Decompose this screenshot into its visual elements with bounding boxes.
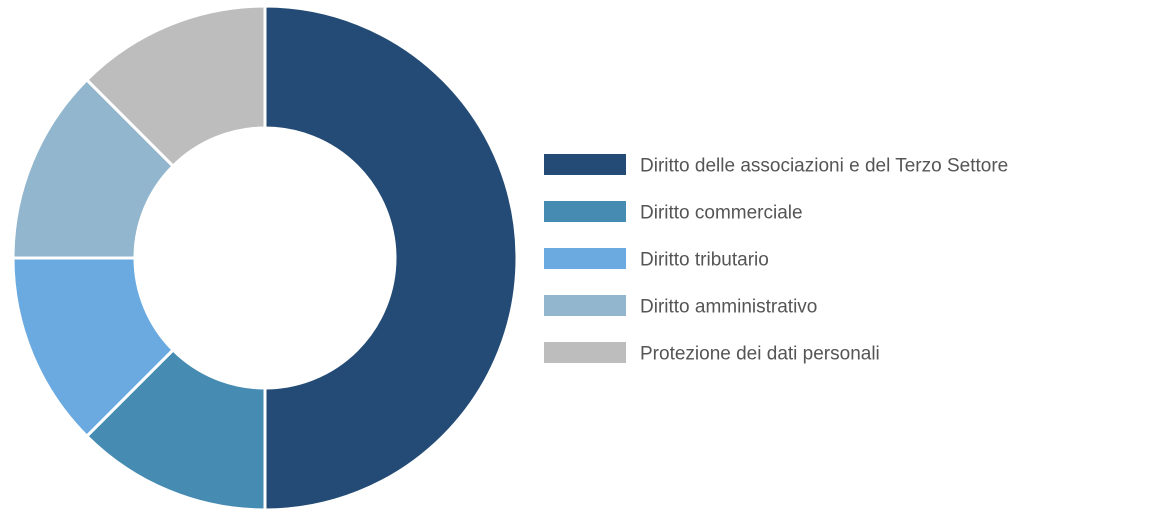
legend-swatch-5[interactable] (544, 342, 626, 363)
legend-swatch-3[interactable] (544, 248, 626, 269)
legend-label-2[interactable]: Diritto commerciale (640, 203, 803, 224)
legend-label-4[interactable]: Diritto amministrativo (640, 297, 817, 318)
chart-legend: Diritto delle associazioni e del Terzo S… (544, 154, 1008, 365)
donut-slices (11, 4, 519, 510)
donut-slice-5[interactable] (84, 4, 267, 169)
donut-slice-1[interactable] (263, 4, 519, 510)
legend-label-5[interactable]: Protezione dei dati personali (640, 344, 880, 365)
legend-label-3[interactable]: Diritto tributario (640, 250, 769, 271)
legend-swatch-4[interactable] (544, 295, 626, 316)
legend-label-1[interactable]: Diritto delle associazioni e del Terzo S… (640, 156, 1008, 177)
legend-swatch-1[interactable] (544, 154, 626, 175)
legend-swatch-2[interactable] (544, 201, 626, 222)
